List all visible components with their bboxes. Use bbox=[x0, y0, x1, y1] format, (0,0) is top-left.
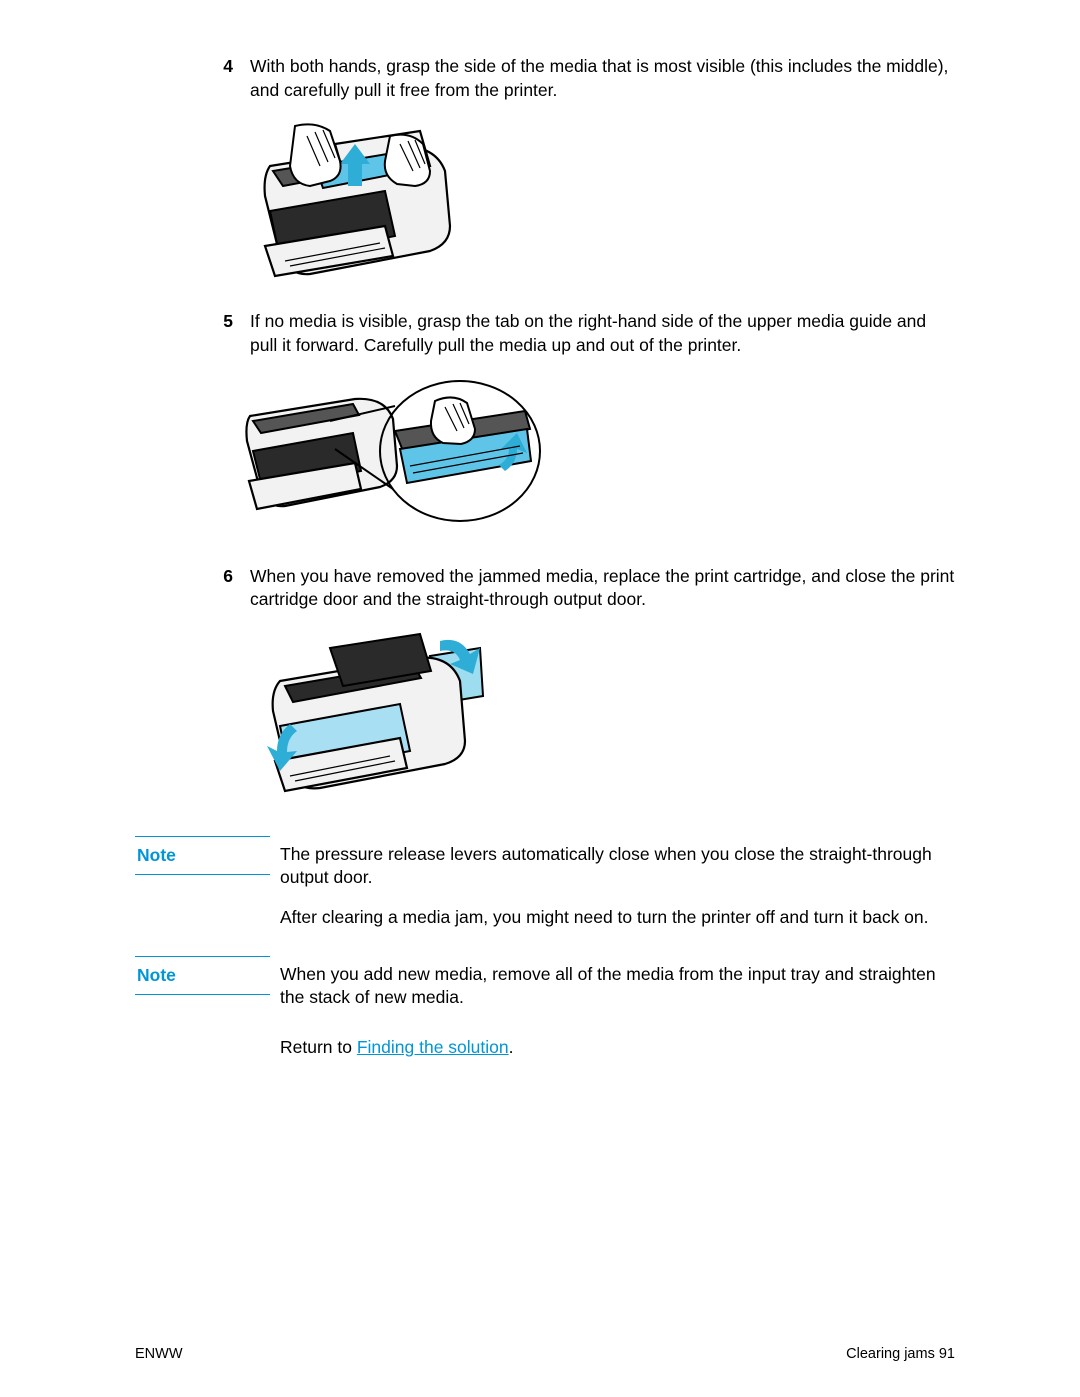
step-5-figure bbox=[235, 371, 545, 536]
return-prefix: Return to bbox=[280, 1037, 357, 1057]
step-5-text: If no media is visible, grasp the tab on… bbox=[235, 310, 955, 357]
manual-page: 4 With both hands, grasp the side of the… bbox=[0, 0, 1080, 1397]
step-6-figure bbox=[235, 626, 495, 801]
note-1: Note The pressure release levers automat… bbox=[135, 836, 955, 946]
note-2: Note When you add new media, remove all … bbox=[135, 956, 955, 1026]
step-4: 4 With both hands, grasp the side of the… bbox=[135, 55, 955, 102]
step-6-text: When you have removed the jammed media, … bbox=[235, 565, 955, 612]
note-1-label: Note bbox=[135, 836, 270, 876]
return-line: Return to Finding the solution. bbox=[280, 1036, 955, 1060]
step-5-number: 5 bbox=[210, 310, 235, 357]
step-5: 5 If no media is visible, grasp the tab … bbox=[135, 310, 955, 357]
return-suffix: . bbox=[509, 1037, 514, 1057]
note-2-label: Note bbox=[135, 956, 270, 996]
step-4-figure bbox=[235, 116, 485, 281]
note-1-p1: The pressure release levers automaticall… bbox=[280, 843, 955, 890]
step-4-figure-wrap bbox=[235, 116, 955, 288]
note-2-text: When you add new media, remove all of th… bbox=[280, 956, 955, 1026]
note-1-text: The pressure release levers automaticall… bbox=[280, 836, 955, 946]
note-2-p1: When you add new media, remove all of th… bbox=[280, 963, 955, 1010]
finding-solution-link[interactable]: Finding the solution bbox=[357, 1037, 509, 1057]
step-6-number: 6 bbox=[210, 565, 235, 612]
footer-right: Clearing jams 91 bbox=[846, 1345, 955, 1365]
step-5-figure-wrap bbox=[235, 371, 955, 543]
note-1-p2: After clearing a media jam, you might ne… bbox=[280, 906, 955, 930]
footer-left: ENWW bbox=[135, 1345, 183, 1365]
page-footer: ENWW Clearing jams 91 bbox=[135, 1345, 955, 1365]
step-4-number: 4 bbox=[210, 55, 235, 102]
step-6-figure-wrap bbox=[235, 626, 955, 808]
step-6: 6 When you have removed the jammed media… bbox=[135, 565, 955, 612]
step-4-text: With both hands, grasp the side of the m… bbox=[235, 55, 955, 102]
